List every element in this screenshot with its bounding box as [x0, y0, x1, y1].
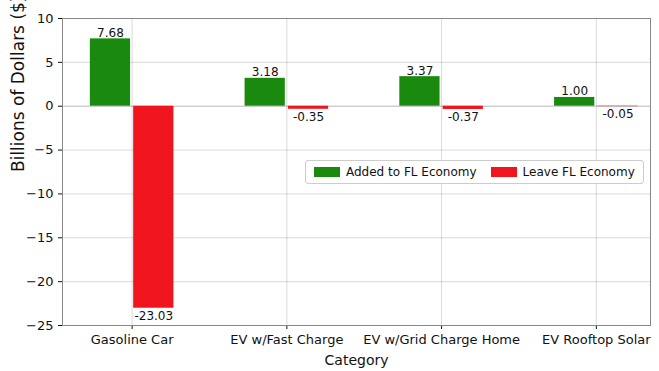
svg-text:−15: −15 [26, 230, 53, 245]
svg-text:Category: Category [325, 352, 389, 368]
html-text:Leave FL Economy: Leave FL Economy [522, 164, 635, 179]
svg-text:EV w/Fast Charge: EV w/Fast Charge [230, 332, 343, 347]
svg-text:EV Rooftop Solar: EV Rooftop Solar [542, 332, 651, 347]
svg-text:10: 10 [37, 11, 54, 26]
svg-text:-23.03: -23.03 [134, 309, 173, 323]
svg-text:-0.05: -0.05 [602, 107, 633, 121]
html-text:Added to FL Economy: Added to FL Economy [346, 164, 477, 179]
svg-text:−10: −10 [26, 186, 53, 201]
svg-text:3.18: 3.18 [252, 65, 279, 79]
svg-text:0: 0 [45, 98, 53, 113]
svg-text:Gasoline Car: Gasoline Car [91, 332, 174, 347]
svg-text:7.68: 7.68 [97, 26, 124, 40]
svg-text:−20: −20 [26, 274, 53, 289]
svg-text:EV w/Grid Charge Home: EV w/Grid Charge Home [363, 332, 520, 347]
svg-text:-0.35: -0.35 [293, 110, 324, 124]
svg-text:1.00: 1.00 [561, 84, 588, 98]
svg-text:3.37: 3.37 [407, 64, 434, 78]
svg-text:−5: −5 [34, 142, 53, 157]
svg-text:5: 5 [45, 55, 53, 70]
svg-text:Billions of Dollars ($): Billions of Dollars ($) [8, 0, 28, 172]
svg-text:-0.37: -0.37 [448, 110, 479, 124]
svg-text:−25: −25 [26, 318, 53, 333]
